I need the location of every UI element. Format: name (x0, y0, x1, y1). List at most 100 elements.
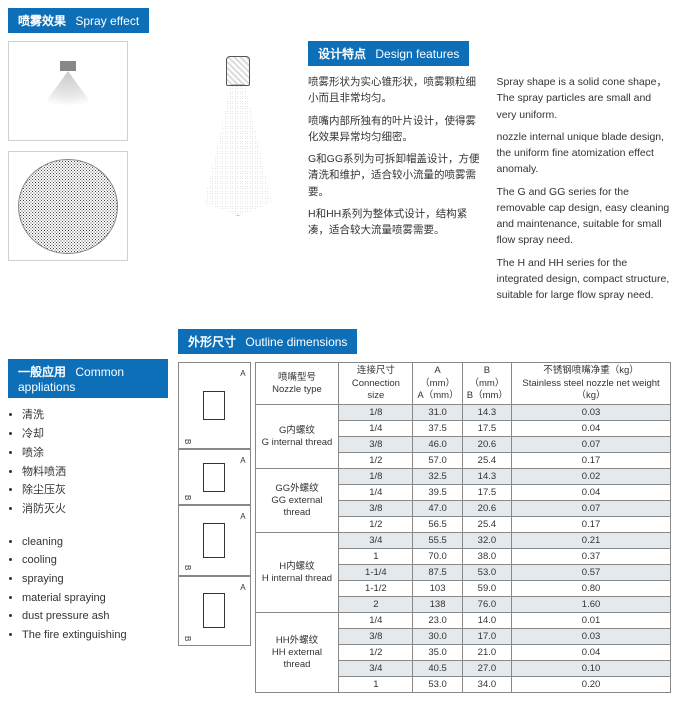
cell-b: 21.0 (462, 645, 511, 661)
cell-conn: 1/2 (339, 645, 413, 661)
cell-conn: 1 (339, 677, 413, 693)
cell-conn: 3/8 (339, 501, 413, 517)
design-text-cn: 喷雾形状为实心锥形状，喷雾颗粒细小而且非常均匀。喷嘴内部所独有的叶片设计，使得雾… (308, 74, 483, 309)
design-para-en: nozzle internal unique blade design, the… (497, 129, 672, 178)
cell-a: 39.5 (413, 485, 462, 501)
cell-wt: 0.20 (512, 677, 671, 693)
cell-conn: 3/8 (339, 437, 413, 453)
design-para-cn: 喷雾形状为实心锥形状，喷雾颗粒细小而且非常均匀。 (308, 74, 483, 107)
spray-header-en: Spray effect (75, 14, 139, 28)
type-cell: HH外螺纹HH external thread (255, 613, 339, 693)
applications-column: 一般应用 Common appliations 清洗冷却喷涂物料喷洒除尘压灰消防… (8, 329, 168, 693)
cell-b: 20.6 (462, 437, 511, 453)
cell-b: 53.0 (462, 565, 511, 581)
design-features-header: 设计特点 Design features (308, 41, 469, 66)
cell-wt: 0.57 (512, 565, 671, 581)
design-para-cn: 喷嘴内部所独有的叶片设计，使得雾化效果异常均匀细密。 (308, 113, 483, 146)
cell-wt: 0.03 (512, 405, 671, 421)
app-item-en: spraying (22, 570, 168, 589)
cell-conn: 3/4 (339, 533, 413, 549)
cell-wt: 0.07 (512, 501, 671, 517)
cell-b: 32.0 (462, 533, 511, 549)
nozzle-drawings: ABABABAB (178, 362, 251, 693)
cell-b: 76.0 (462, 597, 511, 613)
cell-b: 59.0 (462, 581, 511, 597)
dims-header-cn: 外形尺寸 (188, 335, 236, 349)
dimensions-column: 外形尺寸 Outline dimensions ABABABAB 喷嘴型号Noz… (178, 329, 671, 693)
cell-a: 46.0 (413, 437, 462, 453)
cell-conn: 1/2 (339, 517, 413, 533)
dimensions-content: ABABABAB 喷嘴型号Nozzle type 连接尺寸Connection … (178, 362, 671, 693)
design-para-en: The G and GG series for the removable ca… (497, 184, 672, 249)
cell-wt: 0.07 (512, 437, 671, 453)
cell-wt: 0.01 (512, 613, 671, 629)
cell-conn: 1-1/4 (339, 565, 413, 581)
app-item-cn: 消防灭火 (22, 500, 168, 519)
nozzle-drawing: AB (178, 505, 251, 576)
table-header-row: 喷嘴型号Nozzle type 连接尺寸Connection size A（mm… (255, 363, 670, 405)
dimensions-header: 外形尺寸 Outline dimensions (178, 329, 357, 354)
cell-a: 70.0 (413, 549, 462, 565)
cell-a: 23.0 (413, 613, 462, 629)
cell-b: 20.6 (462, 501, 511, 517)
cell-conn: 1 (339, 549, 413, 565)
cell-conn: 1-1/2 (339, 581, 413, 597)
spray-fan-icon (28, 61, 108, 121)
top-row: 设计特点 Design features 喷雾形状为实心锥形状，喷雾颗粒细小而且… (8, 41, 671, 309)
spray-fan-image (8, 41, 128, 141)
cell-a: 103 (413, 581, 462, 597)
apps-list-cn: 清洗冷却喷涂物料喷洒除尘压灰消防灭火 (8, 406, 168, 518)
design-column: 设计特点 Design features 喷雾形状为实心锥形状，喷雾颗粒细小而且… (308, 41, 671, 309)
cell-conn: 2 (339, 597, 413, 613)
cell-b: 25.4 (462, 517, 511, 533)
design-text-en: Spray shape is a solid cone shape，The sp… (497, 74, 672, 309)
apps-list-en: cleaningcoolingsprayingmaterial spraying… (8, 533, 168, 645)
app-item-en: dust pressure ash (22, 607, 168, 626)
cell-b: 38.0 (462, 549, 511, 565)
cell-wt: 0.17 (512, 453, 671, 469)
type-cell: GG外螺纹GG external thread (255, 469, 339, 533)
cell-conn: 1/8 (339, 405, 413, 421)
cell-a: 30.0 (413, 629, 462, 645)
cell-wt: 0.80 (512, 581, 671, 597)
th-a: A（mm）A（mm） (413, 363, 462, 405)
dims-header-en: Outline dimensions (245, 335, 347, 349)
cell-wt: 0.04 (512, 485, 671, 501)
spray-images-column (8, 41, 168, 309)
app-item-en: The fire extinguishing (22, 626, 168, 645)
spray-circle-icon (18, 159, 118, 254)
cell-a: 138 (413, 597, 462, 613)
th-type: 喷嘴型号Nozzle type (255, 363, 339, 405)
th-conn: 连接尺寸Connection size (339, 363, 413, 405)
th-wt: 不锈钢喷嘴净重（kg）Stainless steel nozzle net we… (512, 363, 671, 405)
cone-image-column (178, 41, 298, 309)
cell-a: 55.5 (413, 533, 462, 549)
cell-b: 14.3 (462, 405, 511, 421)
cell-wt: 0.04 (512, 645, 671, 661)
apps-header-cn: 一般应用 (18, 365, 66, 379)
cell-b: 27.0 (462, 661, 511, 677)
cell-a: 53.0 (413, 677, 462, 693)
applications-header: 一般应用 Common appliations (8, 359, 168, 398)
app-item-cn: 除尘压灰 (22, 481, 168, 500)
cell-b: 17.0 (462, 629, 511, 645)
cell-wt: 0.03 (512, 629, 671, 645)
design-para-cn: H和HH系列为整体式设计，结构紧凑，适合较大流量喷雾需要。 (308, 206, 483, 239)
cell-conn: 1/4 (339, 485, 413, 501)
spray-effect-header: 喷雾效果 Spray effect (8, 8, 149, 33)
app-item-cn: 喷涂 (22, 444, 168, 463)
th-b: B（mm）B（mm） (462, 363, 511, 405)
nozzle-drawing: AB (178, 449, 251, 505)
design-para-cn: G和GG系列为可拆卸帽盖设计，方便清洗和维护，适合较小流量的喷雾需要。 (308, 151, 483, 200)
cell-b: 17.5 (462, 485, 511, 501)
dimensions-table: 喷嘴型号Nozzle type 连接尺寸Connection size A（mm… (255, 362, 671, 693)
design-header-en: Design features (375, 47, 459, 61)
cell-a: 31.0 (413, 405, 462, 421)
app-item-en: material spraying (22, 589, 168, 608)
cell-wt: 0.21 (512, 533, 671, 549)
app-item-en: cleaning (22, 533, 168, 552)
cell-wt: 0.02 (512, 469, 671, 485)
cell-b: 14.3 (462, 469, 511, 485)
type-cell: G内螺纹G internal thread (255, 405, 339, 469)
cell-wt: 1.60 (512, 597, 671, 613)
